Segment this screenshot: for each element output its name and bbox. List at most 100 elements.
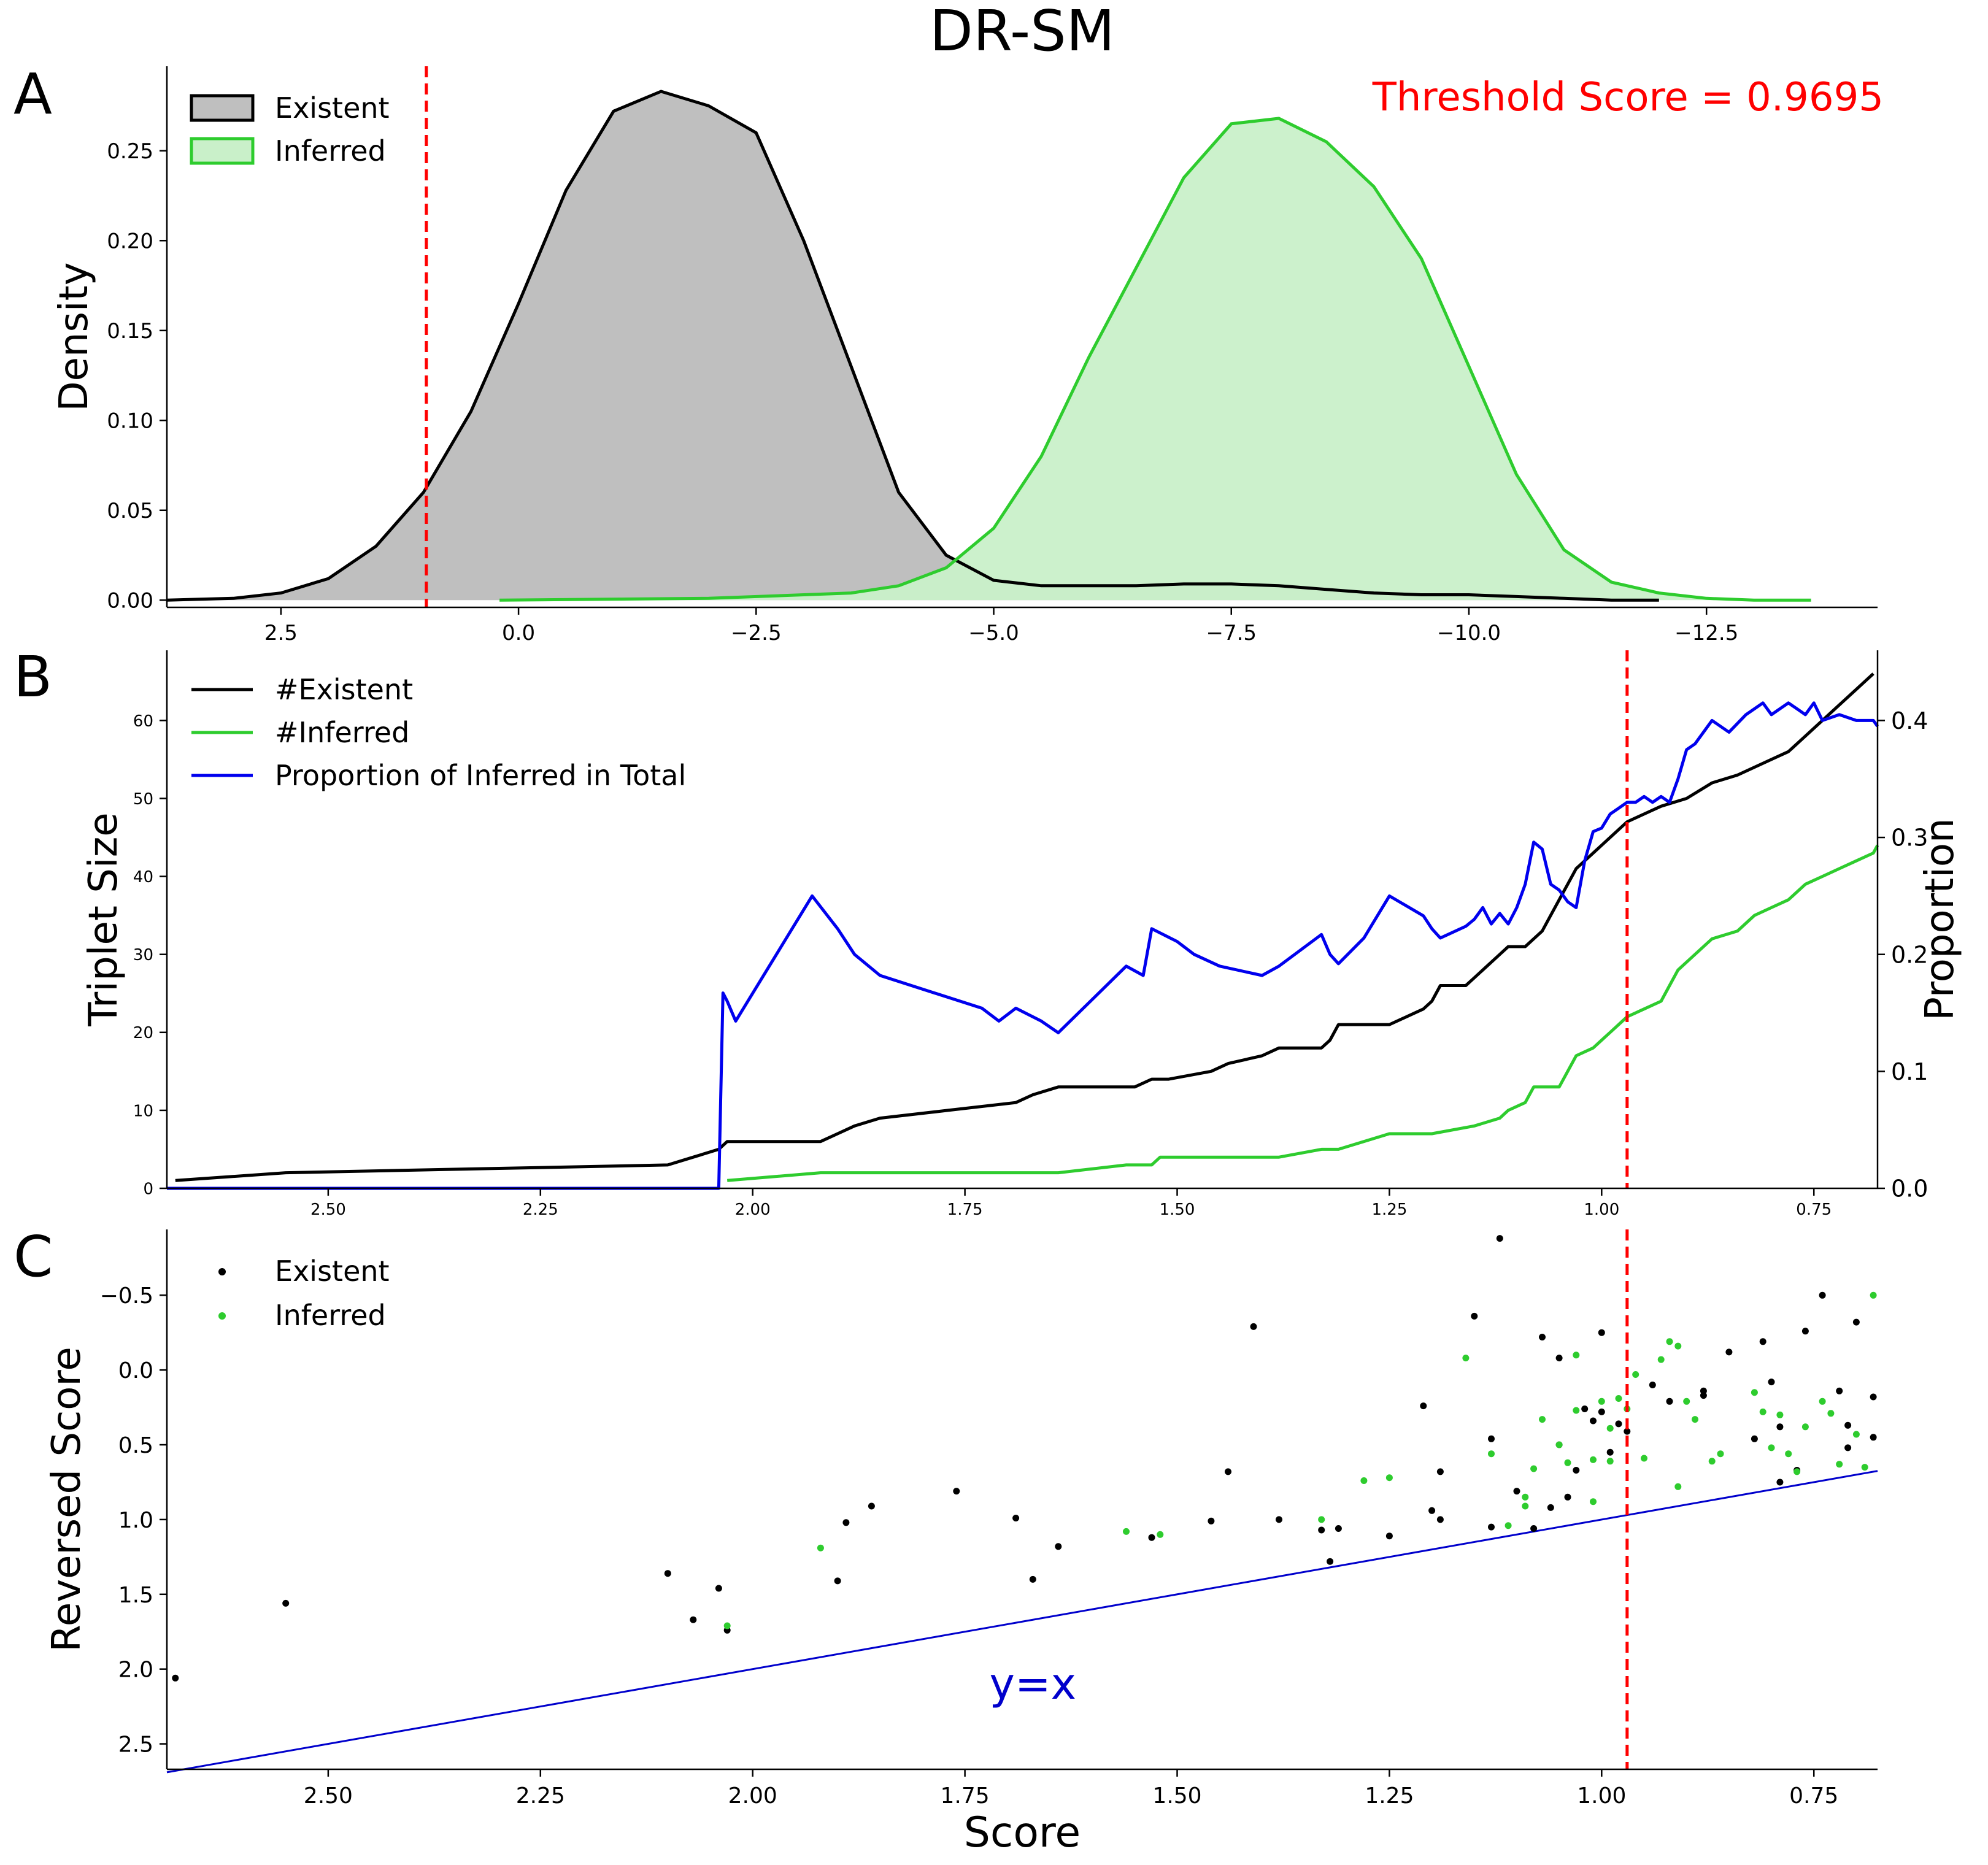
panel-letter-c: C	[13, 1224, 53, 1290]
panel-b-xtick-label: 1.75	[947, 1201, 983, 1219]
legend-swatch-inferred	[190, 137, 255, 165]
panel-b-y2label: Proportion	[1917, 818, 1963, 1020]
scatter-point-inferred	[1488, 1450, 1495, 1458]
series-line-existent-count	[175, 672, 1874, 1182]
panel-c-xtick-label: 2.00	[728, 1783, 777, 1809]
scatter-point-existent	[1870, 1434, 1877, 1441]
scatter-point-existent	[1420, 1402, 1427, 1410]
panel-a-density: A Threshold Score = 0.9695 2.5 0.0 −2.5 −5.…	[13, 61, 1884, 645]
scatter-point-existent	[1496, 1235, 1503, 1242]
scatter-point-inferred	[1674, 1483, 1682, 1490]
scatter-point-existent	[1513, 1488, 1520, 1495]
scatter-point-existent	[834, 1577, 841, 1585]
panel-b-ytick-label: 0	[143, 1180, 153, 1198]
scatter-point-existent	[1012, 1515, 1020, 1521]
panel-c-xtick-label: 1.00	[1577, 1783, 1626, 1809]
scatter-point-existent	[1547, 1504, 1554, 1511]
density-area-existent	[167, 91, 1659, 601]
scatter-point-existent	[1318, 1526, 1325, 1534]
panel-c-ytick-label: 2.5	[118, 1732, 153, 1758]
scatter-point-existent	[1436, 1516, 1444, 1523]
panel-b-right-ytick-label: 0.1	[1891, 1058, 1928, 1085]
scatter-point-inferred	[1666, 1338, 1673, 1345]
panel-b-xtick-label: 1.50	[1160, 1201, 1195, 1219]
panel-c-ytick-label: 1.0	[118, 1508, 153, 1533]
panel-b-ylabel: Triplet Size	[81, 812, 126, 1026]
scatter-point-existent	[1852, 1318, 1860, 1326]
scatter-point-inferred	[1793, 1468, 1801, 1475]
scatter-point-inferred	[1870, 1291, 1877, 1299]
panel-b-ytick-label: 50	[133, 790, 153, 809]
scatter-point-existent	[1250, 1323, 1257, 1330]
scatter-point-inferred	[1573, 1352, 1580, 1359]
scatter-point-inferred	[1157, 1531, 1164, 1538]
panel-c-ytick-label: 1.5	[118, 1583, 153, 1608]
threshold-score-label: Threshold Score = 0.9695	[1372, 75, 1884, 120]
scatter-point-existent	[1844, 1444, 1852, 1452]
legend-label-existent-count: #Existent	[275, 673, 413, 706]
scatter-point-existent	[1225, 1468, 1231, 1475]
legend-marker-existent	[218, 1268, 226, 1275]
scatter-point-inferred	[1318, 1516, 1325, 1523]
scatter-point-existent	[1725, 1348, 1733, 1356]
scatter-point-existent	[1870, 1393, 1877, 1401]
panel-b-right-ytick-label: 0.0	[1891, 1175, 1928, 1202]
legend-swatch-existent	[190, 94, 255, 122]
scatter-point-existent	[1776, 1423, 1784, 1431]
scatter-point-existent	[1666, 1398, 1673, 1405]
scatter-point-existent	[1776, 1479, 1784, 1486]
legend-marker-inferred	[218, 1312, 226, 1320]
panel-b-ytick-label: 40	[133, 868, 153, 886]
scatter-point-existent	[282, 1599, 290, 1607]
scatter-point-inferred	[1819, 1398, 1826, 1405]
scatter-point-existent	[1276, 1516, 1282, 1523]
panel-b-ytick-label: 30	[133, 946, 153, 964]
scatter-point-existent	[868, 1502, 875, 1510]
scatter-point-existent	[664, 1570, 671, 1577]
panel-c-plot-area: 2.50 2.25 2.00 1.75 1.50 1.25 1.00 0.75 −0.5 0.0 0…	[100, 1229, 1878, 1809]
scatter-point-inferred	[1598, 1398, 1605, 1405]
scatter-point-existent	[1581, 1405, 1589, 1412]
scatter-point-inferred	[1861, 1464, 1868, 1471]
panel-b-ytick-label: 10	[133, 1102, 153, 1120]
scatter-point-inferred	[1768, 1444, 1775, 1452]
panel-b-xtick-label: 2.25	[523, 1201, 558, 1219]
panel-c-ytick-label: −0.5	[100, 1283, 153, 1309]
panel-c-xtick-label: 1.50	[1152, 1783, 1201, 1809]
panel-b-xtick-label: 1.00	[1584, 1201, 1619, 1219]
panel-c-ytick-label: 0.5	[118, 1433, 153, 1458]
scatter-point-inferred	[1530, 1465, 1538, 1472]
scatter-point-inferred	[1759, 1408, 1766, 1415]
scatter-point-existent	[1590, 1417, 1597, 1425]
scatter-point-existent	[1649, 1382, 1656, 1388]
panel-b-ytick-label: 20	[133, 1024, 153, 1042]
panel-a-ytick-label: 0.25	[107, 139, 153, 164]
panel-a-xtick-label: −2.5	[731, 621, 782, 645]
scatter-point-inferred	[817, 1544, 824, 1552]
scatter-point-existent	[1564, 1493, 1571, 1501]
panel-a-ytick-label: 0.10	[107, 409, 153, 433]
scatter-point-inferred	[1836, 1461, 1843, 1468]
identity-line-label: y=x	[990, 1659, 1077, 1709]
panel-b-triplet-size: B 2.50 2.25 2.00 1.75 1.50 1.25 1.00 0.75 0 10 20 3…	[13, 644, 1963, 1219]
scatter-point-existent	[1539, 1334, 1546, 1340]
scatter-point-inferred	[1708, 1458, 1716, 1465]
scatter-point-inferred	[1657, 1356, 1665, 1363]
scatter-point-inferred	[1632, 1371, 1639, 1378]
scatter-point-existent	[1488, 1435, 1495, 1442]
density-area-inferred	[499, 118, 1811, 601]
panel-b-xtick-label: 2.00	[735, 1201, 771, 1219]
scatter-point-existent	[1700, 1387, 1707, 1394]
panel-c-xtick-label: 0.75	[1789, 1783, 1838, 1809]
panel-a-ytick-label: 0.20	[107, 229, 153, 253]
scatter-point-existent	[1801, 1328, 1809, 1335]
scatter-point-existent	[1555, 1355, 1563, 1362]
scatter-point-existent	[1428, 1507, 1436, 1514]
panel-a-xtick-label: −12.5	[1674, 621, 1738, 645]
panel-c-xlabel: Score	[964, 1809, 1081, 1857]
panel-b-legend: #Existent #Inferred Proportion of Inferr…	[191, 673, 686, 792]
scatter-point-inferred	[1462, 1355, 1470, 1362]
scatter-point-inferred	[1555, 1441, 1563, 1448]
scatter-point-inferred	[1692, 1416, 1698, 1423]
